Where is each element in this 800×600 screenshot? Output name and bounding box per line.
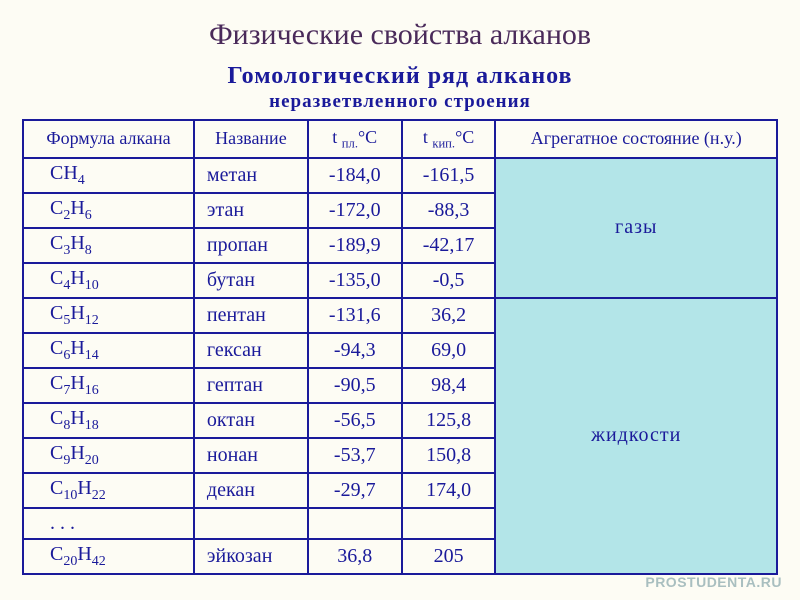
cell-t-boil: -161,5 — [402, 158, 496, 193]
cell-t-melt: -56,5 — [308, 403, 402, 438]
cell-t-boil: 205 — [402, 539, 496, 574]
cell-t-melt: -135,0 — [308, 263, 402, 298]
col-t-melt: t пл.°C — [308, 120, 402, 158]
cell-t-melt: -189,9 — [308, 228, 402, 263]
cell-name: этан — [194, 193, 308, 228]
cell-formula: C4H10 — [23, 263, 194, 298]
watermark: PROSTUDENTA.RU — [645, 574, 782, 590]
cell-t-melt: -184,0 — [308, 158, 402, 193]
cell-name: эйкозан — [194, 539, 308, 574]
table-header-row: Формула алкана Название t пл.°C t кип.°C… — [23, 120, 777, 158]
subtitle-line2: неразветвленного строения — [0, 91, 800, 113]
col-state: Агрегатное состояние (н.у.) — [495, 120, 777, 158]
cell-formula: C20H42 — [23, 539, 194, 574]
cell-t-melt: -94,3 — [308, 333, 402, 368]
cell-t-boil — [402, 508, 496, 539]
table-row: CH4метан-184,0-161,5газы — [23, 158, 777, 193]
cell-name: гексан — [194, 333, 308, 368]
col-t-boil: t кип.°C — [402, 120, 496, 158]
cell-formula: C8H18 — [23, 403, 194, 438]
cell-name: нонан — [194, 438, 308, 473]
cell-formula: CH4 — [23, 158, 194, 193]
cell-formula: . . . — [23, 508, 194, 539]
state-liquid: жидкости — [495, 298, 777, 574]
cell-t-melt: -29,7 — [308, 473, 402, 508]
cell-name: бутан — [194, 263, 308, 298]
page-title: Физические свойства алканов — [0, 0, 800, 62]
alkanes-table-wrap: Формула алкана Название t пл.°C t кип.°C… — [22, 119, 778, 575]
cell-formula: C5H12 — [23, 298, 194, 333]
cell-t-boil: -42,17 — [402, 228, 496, 263]
cell-t-melt: -90,5 — [308, 368, 402, 403]
cell-t-boil: 125,8 — [402, 403, 496, 438]
cell-formula: C6H14 — [23, 333, 194, 368]
cell-t-boil: 98,4 — [402, 368, 496, 403]
cell-formula: C3H8 — [23, 228, 194, 263]
cell-t-boil: -88,3 — [402, 193, 496, 228]
cell-t-boil: 150,8 — [402, 438, 496, 473]
cell-t-melt: -131,6 — [308, 298, 402, 333]
cell-t-melt — [308, 508, 402, 539]
cell-t-melt: -172,0 — [308, 193, 402, 228]
cell-t-melt: 36,8 — [308, 539, 402, 574]
table-row: C5H12пентан-131,636,2жидкости — [23, 298, 777, 333]
cell-formula: C7H16 — [23, 368, 194, 403]
state-gas: газы — [495, 158, 777, 298]
cell-formula: C9H20 — [23, 438, 194, 473]
col-name: Название — [194, 120, 308, 158]
cell-t-boil: 36,2 — [402, 298, 496, 333]
cell-name: пропан — [194, 228, 308, 263]
cell-t-boil: 69,0 — [402, 333, 496, 368]
cell-formula: C2H6 — [23, 193, 194, 228]
cell-t-boil: -0,5 — [402, 263, 496, 298]
cell-name: гептан — [194, 368, 308, 403]
cell-name — [194, 508, 308, 539]
cell-name: метан — [194, 158, 308, 193]
alkanes-table: Формула алкана Название t пл.°C t кип.°C… — [22, 119, 778, 575]
cell-name: октан — [194, 403, 308, 438]
subtitle-line1: Гомологический ряд алканов — [0, 62, 800, 91]
cell-name: пентан — [194, 298, 308, 333]
cell-formula: C10H22 — [23, 473, 194, 508]
cell-name: декан — [194, 473, 308, 508]
cell-t-boil: 174,0 — [402, 473, 496, 508]
cell-t-melt: -53,7 — [308, 438, 402, 473]
col-formula: Формула алкана — [23, 120, 194, 158]
